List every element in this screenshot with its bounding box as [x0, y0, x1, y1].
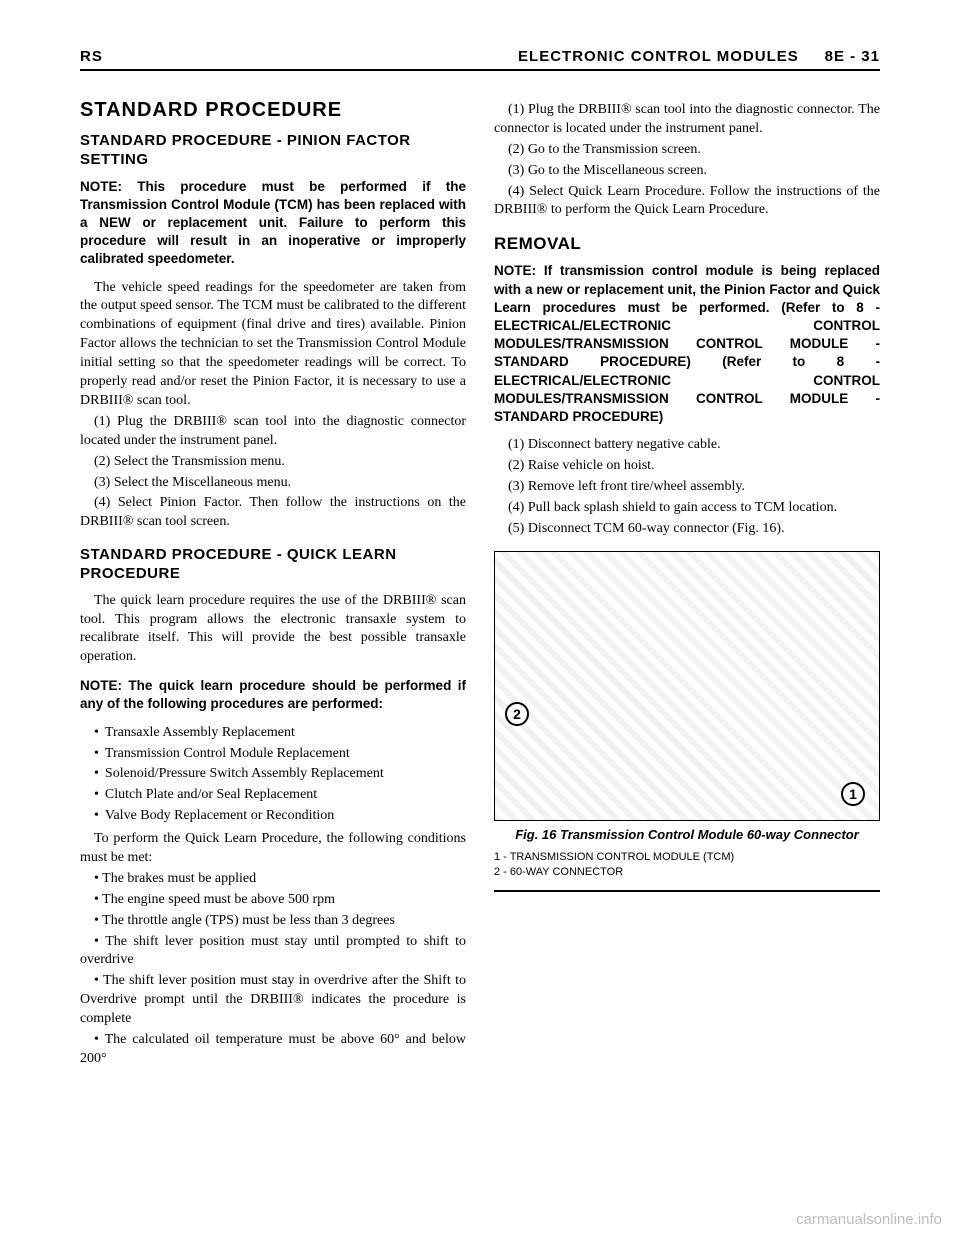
left-column: STANDARD PROCEDURE STANDARD PROCEDURE - … — [80, 99, 466, 1069]
header-left: RS — [80, 48, 103, 65]
figure-legend-1: 1 - TRANSMISSION CONTROL MODULE (TCM) — [494, 850, 880, 865]
bullet-item: Valve Body Replacement or Recondition — [80, 807, 466, 826]
condition-text: The engine speed must be above 500 rpm — [102, 892, 335, 907]
body-pinion: The vehicle speed readings for the speed… — [80, 279, 466, 533]
condition-item: • The brakes must be applied — [80, 870, 466, 889]
condition-item: • The calculated oil temperature must be… — [80, 1031, 466, 1069]
removal-step-5: (5) Disconnect TCM 60-way connector (Fig… — [494, 520, 880, 539]
header-right: ELECTRONIC CONTROL MODULES 8E - 31 — [518, 48, 880, 65]
bullet-item: Transaxle Assembly Replacement — [80, 724, 466, 743]
page: RS ELECTRONIC CONTROL MODULES 8E - 31 ST… — [0, 0, 960, 1242]
ql-step-3: (3) Go to the Miscellaneous screen. — [494, 162, 880, 181]
right-column: (1) Plug the DRBIII® scan tool into the … — [494, 99, 880, 1069]
note-quick-learn: NOTE: The quick learn procedure should b… — [80, 677, 466, 713]
condition-text: The shift lever position must stay in ov… — [80, 973, 466, 1026]
para-pinion-intro: The vehicle speed readings for the speed… — [80, 279, 466, 411]
condition-item: • The shift lever position must stay in … — [80, 972, 466, 1029]
heading-pinion-factor: STANDARD PROCEDURE - PINION FACTOR SETTI… — [80, 132, 466, 170]
body-quick-learn: The quick learn procedure requires the u… — [80, 592, 466, 668]
ql-step-1: (1) Plug the DRBIII® scan tool into the … — [494, 101, 880, 139]
figure-legend-2: 2 - 60-WAY CONNECTOR — [494, 865, 880, 880]
header-right-page: 8E - 31 — [825, 48, 880, 65]
condition-text: The shift lever position must stay until… — [80, 934, 466, 968]
body-right-steps: (1) Plug the DRBIII® scan tool into the … — [494, 101, 880, 220]
pinion-step-1: (1) Plug the DRBIII® scan tool into the … — [80, 413, 466, 451]
note-removal: NOTE: If transmission control module is … — [494, 262, 880, 426]
figure-16: 2 1 Fig. 16 Transmission Control Module … — [494, 551, 880, 893]
condition-text: The throttle angle (TPS) must be less th… — [102, 913, 395, 928]
heading-standard-procedure: STANDARD PROCEDURE — [80, 99, 466, 122]
ql-step-2: (2) Go to the Transmission screen. — [494, 141, 880, 160]
figure-rule — [494, 890, 880, 892]
pinion-step-4: (4) Select Pinion Factor. Then follow th… — [80, 494, 466, 532]
figure-caption: Fig. 16 Transmission Control Module 60-w… — [494, 827, 880, 844]
figure-legend: 1 - TRANSMISSION CONTROL MODULE (TCM) 2 … — [494, 850, 880, 881]
bullet-item: Transmission Control Module Replacement — [80, 745, 466, 764]
header-right-title: ELECTRONIC CONTROL MODULES — [518, 48, 799, 65]
condition-item: • The shift lever position must stay unt… — [80, 933, 466, 971]
condition-item: • The engine speed must be above 500 rpm — [80, 891, 466, 910]
note-pinion: NOTE: This procedure must be performed i… — [80, 178, 466, 269]
pinion-step-2: (2) Select the Transmission menu. — [80, 453, 466, 472]
pinion-step-3: (3) Select the Miscellaneous menu. — [80, 474, 466, 493]
columns: STANDARD PROCEDURE STANDARD PROCEDURE - … — [80, 99, 880, 1069]
figure-image: 2 1 — [494, 551, 880, 821]
figure-callout-1: 1 — [841, 782, 865, 806]
para-quick-learn-intro: The quick learn procedure requires the u… — [80, 592, 466, 668]
body-removal-steps: (1) Disconnect battery negative cable. (… — [494, 436, 880, 538]
ql-step-4: (4) Select Quick Learn Procedure. Follow… — [494, 183, 880, 221]
page-header: RS ELECTRONIC CONTROL MODULES 8E - 31 — [80, 48, 880, 65]
watermark: carmanualsonline.info — [796, 1211, 942, 1228]
para-conditions-intro: To perform the Quick Learn Procedure, th… — [80, 830, 466, 868]
removal-step-2: (2) Raise vehicle on hoist. — [494, 457, 880, 476]
condition-text: The brakes must be applied — [102, 871, 256, 886]
condition-text: The calculated oil temperature must be a… — [80, 1032, 466, 1066]
bullet-list: Transaxle Assembly Replacement Transmiss… — [80, 724, 466, 1069]
heading-quick-learn: STANDARD PROCEDURE - QUICK LEARN PROCEDU… — [80, 546, 466, 584]
bullet-item: Clutch Plate and/or Seal Replacement — [80, 786, 466, 805]
figure-callout-2: 2 — [505, 702, 529, 726]
header-rule — [80, 69, 880, 71]
removal-step-1: (1) Disconnect battery negative cable. — [494, 436, 880, 455]
heading-removal: REMOVAL — [494, 234, 880, 254]
removal-step-3: (3) Remove left front tire/wheel assembl… — [494, 478, 880, 497]
bullet-item: Solenoid/Pressure Switch Assembly Replac… — [80, 765, 466, 784]
removal-step-4: (4) Pull back splash shield to gain acce… — [494, 499, 880, 518]
condition-item: • The throttle angle (TPS) must be less … — [80, 912, 466, 931]
